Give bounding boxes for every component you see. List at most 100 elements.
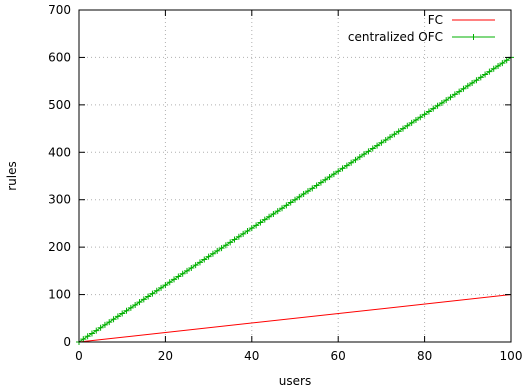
x-tick-label: 40 (244, 349, 259, 363)
plus-marker (499, 60, 506, 67)
plus-marker (218, 245, 225, 252)
plus-marker (434, 102, 441, 109)
axis-ticks: 0 100 200 300 400 500 600 700 0 20 40 60 80 100 (48, 3, 522, 363)
y-tick-label: 700 (48, 3, 71, 17)
plus-marker (408, 119, 415, 126)
plus-marker (214, 247, 221, 254)
plus-marker (309, 185, 316, 192)
plus-marker (140, 296, 147, 303)
plus-marker (313, 182, 320, 189)
plus-marker (123, 307, 130, 314)
plus-marker (292, 196, 298, 203)
plus-marker (166, 279, 173, 286)
plus-marker (296, 193, 303, 200)
plus-marker (261, 216, 268, 223)
plus-marker (304, 188, 311, 195)
y-tick-label: 300 (48, 193, 71, 207)
plus-marker (464, 82, 471, 89)
plus-marker (179, 270, 186, 277)
plus-marker (145, 293, 152, 300)
plus-marker (84, 333, 91, 340)
plus-marker (88, 330, 95, 337)
plus-marker (404, 122, 411, 129)
plus-marker (443, 97, 450, 104)
plus-marker (97, 324, 104, 331)
series-1 (76, 54, 514, 345)
plus-marker (158, 284, 165, 291)
plus-marker (348, 159, 355, 166)
plus-marker (343, 162, 350, 169)
plus-marker (387, 134, 394, 141)
plus-marker (417, 114, 424, 121)
plus-marker (136, 299, 143, 306)
plus-marker (127, 304, 134, 311)
y-tick-label: 400 (48, 145, 71, 159)
plus-marker (361, 151, 368, 158)
plus-marker (382, 136, 389, 143)
plus-marker (369, 145, 376, 152)
x-tick-label: 0 (75, 349, 83, 363)
plus-marker (395, 128, 402, 135)
series-line (78, 294, 512, 343)
plus-marker (235, 233, 242, 240)
legend: FC centralized OFC (348, 13, 495, 44)
legend-label: centralized OFC (348, 30, 443, 44)
plus-marker (283, 202, 290, 209)
plus-marker (101, 321, 108, 328)
plus-marker (209, 250, 216, 257)
plus-marker (322, 176, 329, 183)
plus-marker (438, 99, 445, 106)
plus-marker (244, 228, 251, 235)
plus-marker (270, 210, 277, 217)
plus-marker (330, 171, 337, 178)
plus-marker (477, 74, 484, 81)
plus-marker (153, 287, 160, 294)
legend-marker (470, 34, 477, 40)
legend-label: FC (428, 13, 443, 27)
y-axis-label: rules (5, 161, 19, 191)
plus-marker (201, 256, 208, 263)
x-axis-label: users (279, 374, 311, 388)
plus-marker (374, 142, 381, 149)
plus-marker (378, 139, 385, 146)
plus-marker (257, 219, 264, 226)
x-tick-label: 100 (500, 349, 523, 363)
plus-marker (248, 225, 255, 232)
plus-marker (132, 302, 139, 309)
x-tick-label: 20 (158, 349, 173, 363)
plus-marker (365, 148, 372, 155)
plus-marker (339, 165, 346, 172)
plus-marker (421, 111, 428, 118)
plus-marker (447, 94, 454, 101)
plus-marker (300, 191, 307, 198)
grid (79, 10, 511, 342)
plus-marker (274, 208, 281, 215)
plus-marker (184, 267, 190, 274)
plus-marker (119, 310, 126, 317)
plus-marker (503, 57, 510, 64)
plus-marker (391, 131, 398, 138)
plot-frame (78, 9, 512, 343)
plus-marker (175, 273, 182, 280)
plus-marker (335, 168, 342, 175)
series-0 (78, 294, 512, 343)
plus-marker (171, 276, 178, 283)
plus-marker (222, 242, 229, 249)
plus-marker (326, 173, 333, 180)
plus-marker (106, 319, 113, 326)
plus-marker (196, 259, 203, 266)
plus-marker (114, 313, 121, 320)
plus-marker (490, 65, 497, 72)
plus-marker (162, 282, 169, 289)
plus-marker (317, 179, 324, 186)
x-tick-label: 60 (331, 349, 346, 363)
plus-marker (352, 156, 359, 163)
plus-marker (400, 125, 406, 132)
plus-marker (486, 68, 493, 75)
y-tick-label: 0 (63, 335, 71, 349)
plus-marker (253, 222, 260, 229)
y-tick-label: 600 (48, 50, 71, 64)
plus-marker (192, 262, 199, 269)
plus-marker (149, 290, 156, 297)
